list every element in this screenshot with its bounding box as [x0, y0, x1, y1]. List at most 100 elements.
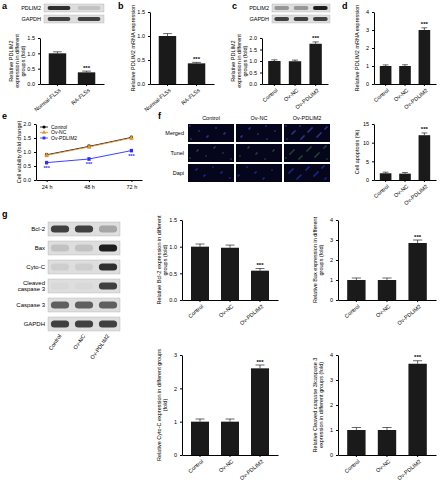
- tick-mark: [34, 138, 36, 139]
- cell-dot: [300, 174, 301, 175]
- panel-letter: f: [158, 111, 162, 121]
- micrograph: [236, 164, 282, 182]
- cell-dot: [301, 155, 302, 156]
- cell-dot: [215, 127, 216, 128]
- bar: [419, 135, 431, 180]
- error-bar: [256, 365, 265, 368]
- y-tick: 1.0: [137, 33, 150, 39]
- cell-dot: [298, 176, 299, 177]
- blot-label: Cleavedcaspase 3: [18, 280, 46, 293]
- y-tick: 10: [363, 140, 374, 146]
- significance: ***: [421, 21, 429, 27]
- y-axis: 0.00.51.01.5: [169, 217, 182, 303]
- cell-dot: [299, 125, 300, 126]
- panel-letter: g: [2, 209, 8, 219]
- y-tick: 0.5: [137, 57, 150, 63]
- y-tick: 3: [330, 237, 338, 243]
- bar: [159, 36, 176, 84]
- cell-dot: [306, 150, 307, 151]
- error-bar: [256, 269, 265, 271]
- panel-letter: b: [118, 1, 124, 11]
- y-tick: 1.5: [169, 217, 182, 223]
- tick-label: Ov-NC: [375, 458, 392, 473]
- axis-line: [36, 125, 37, 181]
- cell-dot: [323, 147, 324, 148]
- x-tick: Ov-PDLIM2: [238, 455, 264, 481]
- plot-area: [268, 42, 322, 84]
- error-bar: [402, 173, 408, 174]
- bar: [347, 430, 365, 455]
- cell-dot: [221, 171, 222, 172]
- cell-dot: [326, 158, 327, 159]
- error-bar: [45, 153, 48, 156]
- tick-mark: [148, 12, 150, 13]
- text-line: GAPDH: [21, 16, 41, 22]
- cell-dot: [222, 152, 223, 153]
- micrograph: [188, 144, 234, 162]
- tick-label: 1.5: [249, 47, 257, 53]
- western-blot: PDLIM2GAPDH: [249, 4, 330, 23]
- tick-mark: [356, 300, 357, 302]
- text-line: Cleaved: [23, 280, 45, 286]
- cell-dot: [266, 138, 267, 139]
- x-tick: 48 h: [84, 180, 95, 190]
- tick-mark: [315, 84, 316, 86]
- cell-dot: [310, 128, 311, 129]
- cell-dot: [189, 157, 190, 158]
- x-tick: Ov-NC: [393, 180, 410, 199]
- bar-chart: ***0.00.51.01.5ControlOv-NCOv-PDLIM2Rela…: [156, 215, 279, 326]
- tick-mark: [336, 260, 338, 261]
- tick-mark: [148, 60, 150, 61]
- text-line: Caspase 3: [16, 302, 45, 308]
- y-axis-title: Relative PDLIM2expression in differentgr…: [8, 34, 26, 88]
- text-line: caspase 3: [18, 286, 46, 292]
- error-bar: [313, 42, 319, 44]
- tick-mark: [260, 38, 262, 39]
- text-line: PDLIM2: [249, 5, 269, 11]
- tick-mark: [34, 152, 36, 153]
- y-tick: 1.0: [169, 244, 182, 250]
- x-tick: Control: [373, 180, 390, 199]
- cell-dot: [322, 166, 323, 167]
- cell-dot: [224, 132, 225, 133]
- cell-dot: [247, 147, 248, 148]
- cell-dot: [317, 171, 318, 172]
- legend-item: Ov-PDLIM2: [40, 135, 77, 141]
- axis-line: [151, 84, 215, 85]
- cell-dot: [324, 178, 325, 179]
- row-label: Merged: [165, 130, 184, 136]
- tick-mark: [336, 355, 338, 356]
- axis-line: [374, 13, 375, 85]
- tick-label: 0: [330, 297, 333, 303]
- y-tick: 2.0: [23, 121, 36, 127]
- cell-dot: [303, 135, 304, 136]
- blot-label: Bax: [35, 245, 45, 251]
- y-axis: 0.00.51.01.5: [27, 35, 40, 87]
- cell-dot: [323, 165, 324, 166]
- cell-dot: [324, 146, 325, 147]
- x-tick: Ov-NC: [218, 455, 235, 474]
- error-bar: [402, 65, 408, 66]
- cell-dot: [214, 146, 215, 147]
- marker: [129, 135, 134, 139]
- cell-dot: [313, 175, 314, 176]
- cell-dot: [289, 153, 290, 154]
- figure: abcdefgPDLIM2GAPDHPDLIM2GAPDHBcl-2BaxCyt…: [0, 0, 443, 500]
- significance: ***: [414, 354, 422, 360]
- plot-area: [191, 365, 269, 455]
- tick-label: 2.0: [249, 35, 257, 41]
- tick-label: 2: [366, 45, 369, 51]
- cell-dot: [326, 126, 327, 127]
- lane-label: Ov-PDLIM2: [89, 333, 110, 360]
- tick-label: Ov-PDLIM2: [396, 303, 422, 326]
- cell-dot: [291, 169, 292, 170]
- y-axis-title: Cell viability (fold change): [16, 121, 22, 184]
- tick-label: Control: [373, 87, 390, 103]
- tick-mark: [372, 143, 374, 144]
- text-line: Cyto-C: [26, 264, 45, 270]
- tick-mark: [405, 84, 406, 86]
- significance: ***: [421, 126, 429, 132]
- cell-dot: [300, 138, 301, 139]
- x-axis: ControlOv-NCOv-PDLIM2: [373, 84, 437, 110]
- tick-label: Ov-NC: [375, 303, 392, 318]
